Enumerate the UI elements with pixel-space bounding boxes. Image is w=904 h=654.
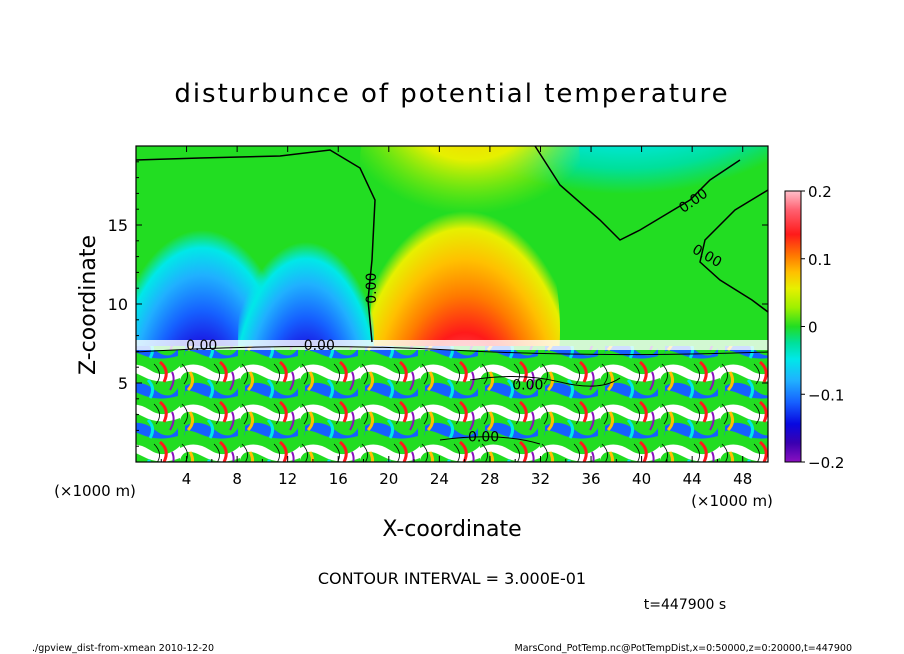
x-tick-label: 8 [232,470,242,488]
y-axis-ticks [136,161,768,447]
footer-left: ./gpview_dist-from-xmean 2010-12-20 [32,643,214,654]
y-tick-label: 15 [108,216,128,235]
x-tick-label: 32 [531,470,550,488]
colorbar-ticks [801,190,805,463]
x-tick-label: 28 [480,470,499,488]
time-label: t=447900 s [644,597,726,613]
colorbar-tick-label: 0.1 [808,251,832,269]
x-tick-label: 12 [278,470,297,488]
x-tick-label: 24 [430,470,449,488]
y-tick-label: 5 [118,374,128,393]
x-tick-label: 40 [632,470,651,488]
contour-label: 0.00 [364,273,380,304]
x-tick-label: 48 [733,470,752,488]
colorbar-tick-label: −0.1 [808,386,844,404]
y-tick-label: 10 [108,295,128,314]
x-tick-label: 44 [683,470,702,488]
x-tick-label: 16 [329,470,348,488]
plot-field [136,146,768,462]
x-axis-label: X-coordinate [382,517,521,542]
y-axis-label: Z-coordinate [76,235,101,375]
contour-label: 0.00 [304,338,335,354]
colorbar-tick-label: 0.2 [808,183,832,201]
colorbar [784,190,802,463]
x-tick-label: 36 [581,470,600,488]
y-unit-label: (×1000 m) [54,482,136,500]
contour-label: 0.00 [512,377,543,393]
x-tick-label: 20 [379,470,398,488]
x-axis-ticks [160,146,744,462]
chart-title: disturbunce of potential temperature [174,79,729,109]
colorbar-tick-label: −0.2 [808,454,844,472]
x-unit-label: (×1000 m) [691,492,773,510]
contour-lines [136,146,768,445]
contour-label: 0.00 [468,429,499,445]
footer-right: MarsCond_PotTemp.nc@PotTempDist,x=0:5000… [515,643,852,654]
colorbar-tick-label: 0 [808,319,818,337]
contour-interval-note: CONTOUR INTERVAL = 3.000E-01 [318,569,586,588]
x-tick-label: 4 [182,470,192,488]
contour-label: 0.00 [186,338,217,354]
